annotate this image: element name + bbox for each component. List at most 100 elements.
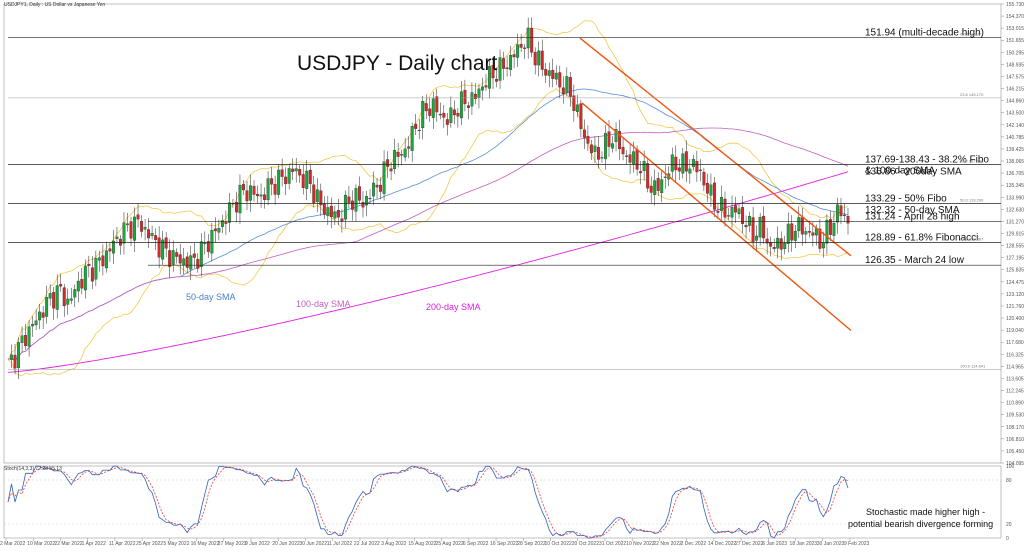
- x-tick-label: 3 Aug 2022: [381, 541, 407, 547]
- candle-body: [533, 52, 537, 66]
- candle-body: [217, 228, 221, 233]
- candle-body: [263, 194, 267, 200]
- candle-body: [407, 146, 411, 149]
- candle-body: [797, 217, 801, 232]
- candle-body: [340, 218, 344, 222]
- candle-body: [579, 103, 583, 129]
- y-tick-label: 112.245: [1006, 389, 1024, 395]
- x-tick-label: 9 Feb 2023: [844, 541, 870, 547]
- y-tick-label: 114.965: [1006, 364, 1024, 370]
- candle-body: [660, 179, 664, 194]
- grid-layer: [3, 3, 1002, 539]
- candle-body: [280, 169, 284, 177]
- stoch-header: Stoch(14,3,3) 72.28 55.13: [4, 466, 62, 472]
- candle-body: [723, 198, 727, 218]
- candle-body: [635, 149, 639, 170]
- candle-body: [786, 223, 790, 244]
- y-tick-label: 104.095: [1006, 461, 1024, 467]
- candle-body: [365, 196, 368, 206]
- candle-body: [639, 171, 643, 174]
- candle-body: [122, 222, 126, 244]
- x-tick-label: 22 Mar 2022: [54, 541, 82, 547]
- candle-body: [586, 136, 590, 144]
- x-tick-label: 5 May 2022: [163, 541, 189, 547]
- sma50-label: 50-day SMA: [186, 292, 236, 302]
- candle-body: [382, 161, 386, 194]
- candle-body: [235, 202, 238, 213]
- y-tick-label: 108.170: [1006, 425, 1024, 431]
- candle-body: [10, 354, 13, 360]
- candle-body: [800, 217, 804, 235]
- candle-body: [111, 240, 115, 254]
- candle-body: [551, 70, 555, 79]
- candle-body: [674, 156, 678, 171]
- candle-body: [417, 129, 421, 132]
- candle-body: [821, 242, 825, 249]
- candle-body: [456, 113, 460, 117]
- stoch-tick-label: 100: [1006, 464, 1015, 470]
- candle-body: [748, 216, 752, 226]
- candle-body: [175, 252, 179, 257]
- x-tick-label: 1 Apr 2022: [82, 541, 106, 547]
- candle-body: [734, 205, 737, 213]
- candle-body: [90, 267, 94, 282]
- candle-body: [361, 202, 365, 208]
- candle-body: [730, 206, 734, 218]
- candle-body: [473, 93, 477, 100]
- candle-body: [843, 214, 846, 216]
- candle-body: [133, 216, 136, 241]
- candle-body: [350, 200, 354, 210]
- y-tick-label: 116.325: [1006, 352, 1024, 358]
- candle-body: [266, 178, 270, 201]
- y-tick-label: 127.195: [1006, 256, 1024, 262]
- candle-body: [396, 152, 400, 157]
- candle-body: [256, 193, 259, 197]
- x-tick-label: 20 Oct 2022: [572, 541, 599, 547]
- candle-body: [87, 263, 91, 267]
- x-tick-label: 10 Oct 2022: [545, 541, 572, 547]
- x-tick-label: 2 Dec 2022: [681, 541, 707, 547]
- candle-body: [336, 210, 340, 218]
- candle-body: [449, 107, 453, 123]
- candle-body: [13, 354, 17, 369]
- candle-body: [315, 189, 319, 202]
- candle-layer: [10, 17, 850, 380]
- x-tick-label: 6 Jan 2023: [762, 541, 787, 547]
- candle-body: [509, 54, 513, 70]
- candle-body: [646, 163, 650, 189]
- candle-body: [347, 196, 351, 203]
- x-tick-label: 6 Sep 2022: [463, 541, 489, 547]
- candle-body: [709, 184, 713, 196]
- candle-body: [488, 66, 491, 89]
- candle-body: [681, 153, 685, 174]
- candle-body: [776, 237, 780, 249]
- candle-body: [811, 232, 815, 236]
- y-tick-label: 110.890: [1006, 401, 1024, 407]
- candle-body: [164, 237, 168, 249]
- candle-body: [206, 241, 210, 252]
- candle-body: [104, 250, 108, 269]
- candle-body: [372, 182, 375, 197]
- x-tick-label: 15 Aug 2022: [408, 541, 436, 547]
- x-tick-label: 10 Mar 2022: [27, 541, 55, 547]
- candle-body: [839, 205, 843, 217]
- y-tick-label: 129.915: [1006, 232, 1024, 238]
- candle-body: [287, 168, 291, 184]
- candle-body: [470, 92, 474, 107]
- sma200-line: [7, 171, 849, 373]
- y-tick-label: 106.810: [1006, 437, 1024, 443]
- candle-body: [828, 219, 832, 235]
- candle-body: [52, 292, 56, 309]
- candle-body: [477, 88, 481, 98]
- candle-body: [695, 161, 699, 173]
- candle-body: [836, 204, 839, 223]
- candle-body: [544, 69, 548, 76]
- candle-body: [389, 168, 393, 172]
- candle-body: [720, 197, 723, 211]
- fib-label: 0.0 151.937: [960, 32, 982, 37]
- candle-body: [80, 279, 84, 289]
- candle-body: [203, 242, 207, 244]
- y-tick-label: 143.500: [1006, 111, 1024, 117]
- candle-body: [705, 182, 709, 194]
